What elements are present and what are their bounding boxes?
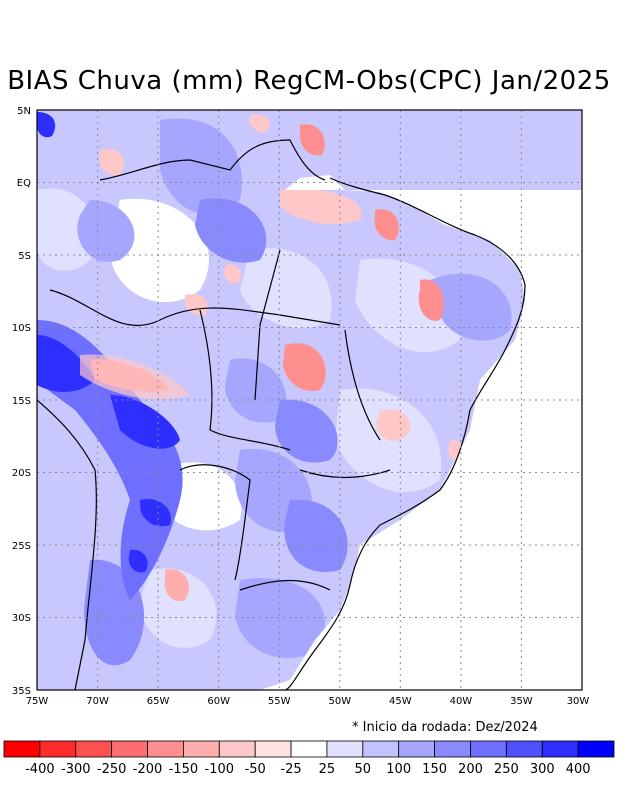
- lon-label: 50W: [328, 696, 351, 707]
- lon-label: 35W: [510, 696, 533, 707]
- colorbar-swatch: [398, 740, 435, 758]
- colorbar-swatch: [254, 740, 292, 758]
- colorbar-swatch: [326, 740, 364, 758]
- amazon-border: [49, 289, 341, 327]
- colorbar-swatch: [541, 740, 579, 758]
- colorbar-swatch: [290, 740, 328, 758]
- gridlines: [37, 110, 582, 690]
- field-mid-blue: [284, 499, 348, 572]
- field-mid-blue: [77, 200, 135, 262]
- lat-axis: 5N EQ 5S 10S 15S 20S 25S 30S 35S: [12, 106, 31, 697]
- state-border: [344, 329, 381, 441]
- paraguay-border: [179, 464, 251, 581]
- colorbar-swatch: [577, 740, 615, 758]
- run-start-note: * Inicio da rodada: Dez/2024: [352, 720, 538, 735]
- lat-label: EQ: [17, 178, 31, 189]
- colorbar-label: -300: [61, 762, 91, 777]
- west-coast: [37, 399, 97, 690]
- lat-label: 30S: [12, 613, 31, 624]
- northern-border: [99, 139, 326, 181]
- field-deep-blue: [37, 335, 95, 392]
- field-mid-blue: [235, 578, 326, 658]
- uruguay-border: [239, 580, 331, 591]
- field-mid-red: [418, 279, 444, 321]
- lon-label: 60W: [207, 696, 230, 707]
- colorbar-swatch: [75, 740, 113, 758]
- field-light-red: [80, 354, 190, 399]
- lat-label: 5S: [18, 251, 31, 262]
- colorbar-labels: -400 -300 -250 -200 -150 -100 -50 -25 25 50 100 150…: [25, 762, 590, 777]
- field-mid-blue: [160, 118, 242, 215]
- colorbar-label: 400: [566, 762, 591, 777]
- field-deep-blue: [140, 499, 171, 527]
- colorbar-swatch: [111, 740, 148, 758]
- colorbar-label: -50: [245, 762, 266, 777]
- field-light-red: [376, 409, 411, 441]
- field-mid-blue: [430, 273, 512, 341]
- colorbar-swatch: [183, 740, 220, 758]
- field-white-patch: [110, 198, 209, 303]
- colorbar-swatch: [470, 740, 507, 758]
- field-light-red: [164, 569, 189, 602]
- field-mid-red: [374, 209, 399, 241]
- field-light-patch: [240, 248, 332, 329]
- lat-label: 10S: [12, 323, 31, 334]
- colorbar-swatch: [505, 740, 543, 758]
- lon-label: 70W: [86, 696, 109, 707]
- colorbar-swatch: [362, 740, 400, 758]
- map-title: BIAS Chuva (mm) RegCM-Obs(CPC) Jan/2025: [7, 66, 611, 96]
- map-frame: [36, 109, 583, 691]
- field-mid-blue: [195, 198, 267, 263]
- field-light-red: [280, 189, 362, 225]
- colorbar-label: -250: [97, 762, 127, 777]
- colorbar-label: -400: [25, 762, 55, 777]
- lat-label: 35S: [12, 686, 31, 697]
- colorbar-label: 200: [458, 762, 483, 777]
- east-coast: [284, 177, 526, 690]
- colorbar-label: -200: [133, 762, 163, 777]
- field-light-red: [99, 149, 124, 176]
- colorbar-label: 250: [494, 762, 519, 777]
- lon-label: 45W: [389, 696, 412, 707]
- field-deep-blue: [128, 549, 148, 573]
- colorbar-label: 50: [355, 762, 372, 777]
- colorbar-label: 150: [422, 762, 447, 777]
- lat-label: 25S: [12, 541, 31, 552]
- state-border: [254, 249, 281, 401]
- interior-border: [199, 309, 291, 451]
- colorbar-label: -100: [205, 762, 235, 777]
- lat-label: 15S: [12, 396, 31, 407]
- lon-label: 75W: [26, 696, 49, 707]
- field-mid-red: [283, 343, 326, 391]
- field-light-red: [224, 264, 242, 284]
- colorbar-swatch: [218, 740, 256, 758]
- colorbar-swatch: [147, 740, 184, 758]
- lon-label: 30W: [567, 696, 590, 707]
- colorbar-boxes: [3, 740, 615, 758]
- field-deep-blue: [37, 112, 56, 138]
- colorbar-label: 25: [319, 762, 336, 777]
- field-light-red: [249, 114, 270, 133]
- field-mid-blue: [275, 399, 338, 463]
- colorbar-label: -150: [169, 762, 199, 777]
- colorbar-swatch: [3, 740, 41, 758]
- colorbar-label: -25: [280, 762, 301, 777]
- lon-label: 65W: [147, 696, 170, 707]
- lon-label: 40W: [450, 696, 473, 707]
- lat-label: 5N: [17, 106, 31, 117]
- lon-label: 55W: [268, 696, 291, 707]
- field-light-patch: [335, 388, 442, 493]
- field-light-patch: [140, 568, 217, 648]
- colorbar-label: 300: [530, 762, 555, 777]
- lon-axis: 75W 70W 65W 60W 55W 50W 45W 40W 35W 30W: [26, 696, 590, 707]
- colorbar-label: 100: [386, 762, 411, 777]
- field-light-patch: [37, 188, 97, 271]
- colorbar-swatch: [39, 740, 77, 758]
- colorbar-swatch: [434, 740, 471, 758]
- field-deep-blue: [110, 395, 180, 449]
- lat-label: 20S: [12, 468, 31, 479]
- field-mid-red: [300, 124, 325, 156]
